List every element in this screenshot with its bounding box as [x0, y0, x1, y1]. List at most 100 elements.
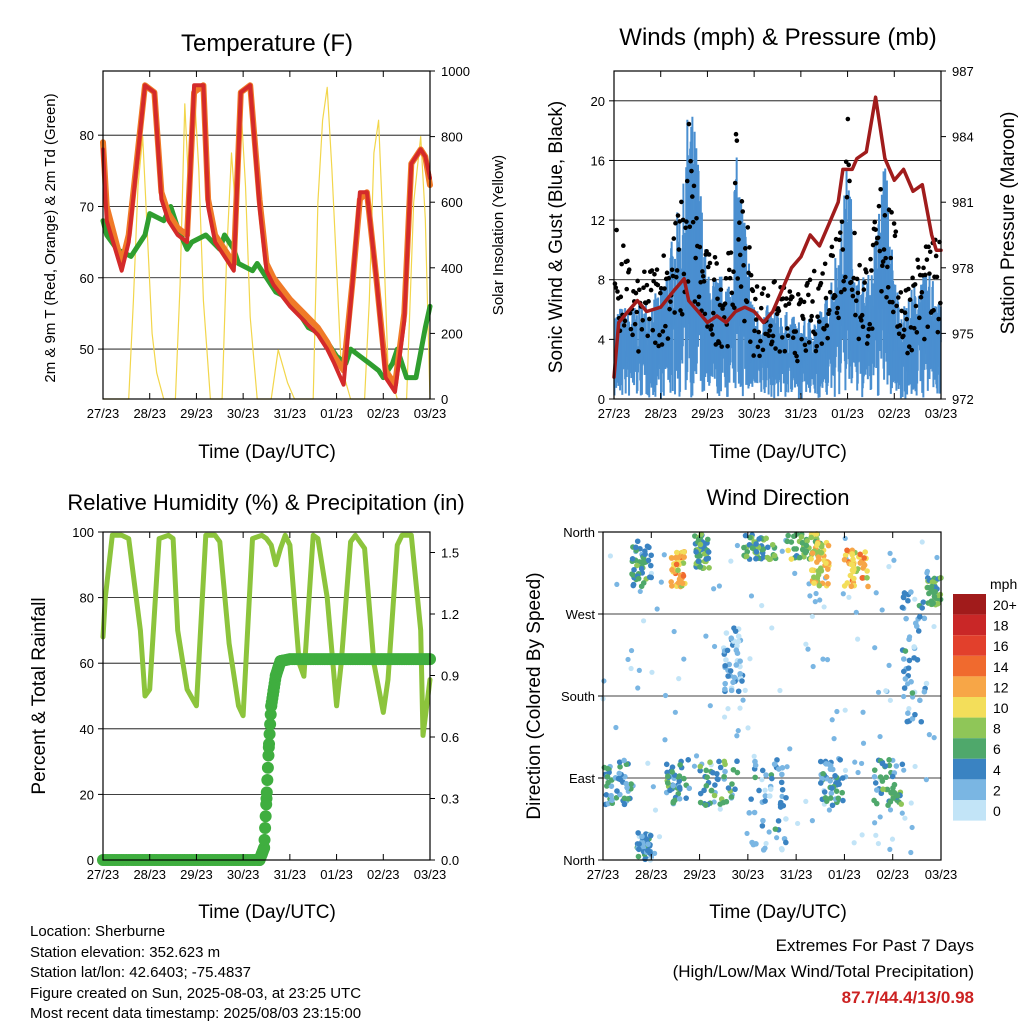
gust-point — [889, 210, 894, 215]
gust-point — [844, 194, 850, 200]
station-info: Location: Sherburne Station elevation: 3… — [30, 922, 361, 1025]
direction-point — [909, 690, 916, 696]
gust-point — [873, 227, 878, 232]
gust-point — [701, 279, 707, 284]
direction-point — [703, 633, 709, 639]
gust-point — [798, 297, 804, 303]
gust-point — [767, 328, 772, 333]
gust-point — [780, 296, 786, 301]
gust-point — [835, 305, 841, 311]
direction-panel: Wind Direction Direction (Colored By Spe… — [524, 485, 1017, 923]
gust-point — [679, 199, 684, 205]
direction-point — [858, 760, 865, 767]
direction-point — [635, 685, 641, 691]
direction-point — [642, 856, 648, 863]
direction-point — [848, 583, 855, 590]
direction-point — [829, 802, 836, 809]
direction-point — [722, 768, 728, 775]
gust-point — [843, 159, 849, 165]
gust-point — [790, 294, 795, 300]
direction-point — [647, 562, 654, 569]
gust-point — [840, 247, 846, 252]
direction-point — [824, 566, 831, 572]
direction-point — [636, 667, 642, 673]
direction-point — [737, 670, 743, 677]
direction-point — [857, 551, 863, 558]
direction-point — [676, 796, 683, 802]
direction-point — [905, 597, 911, 604]
y-tick-label: North — [563, 525, 595, 540]
direction-point — [637, 588, 643, 595]
direction-point — [638, 566, 645, 572]
gust-point — [836, 315, 841, 321]
direction-point — [821, 789, 828, 795]
gust-point — [689, 194, 695, 199]
direction-point — [771, 761, 778, 767]
gust-point — [865, 333, 871, 339]
direction-point — [628, 781, 634, 787]
direction-point — [839, 775, 846, 781]
speed-legend-swatch — [953, 717, 986, 739]
gust-point — [655, 282, 661, 288]
gust-point — [902, 310, 908, 316]
gust-point — [652, 340, 658, 346]
direction-point — [759, 767, 766, 774]
gust-point — [773, 346, 778, 351]
direction-point — [826, 807, 832, 813]
gust-point — [890, 309, 896, 315]
gust-point — [742, 246, 748, 251]
gust-point — [795, 292, 801, 297]
gust-point — [770, 333, 776, 339]
gust-point — [678, 308, 683, 313]
gust-point — [847, 178, 852, 184]
gust-point — [913, 303, 919, 309]
direction-point — [725, 673, 731, 679]
direction-point — [616, 759, 623, 765]
direction-point — [613, 795, 620, 801]
direction-point — [625, 796, 631, 802]
direction-point — [785, 532, 791, 539]
x-tick-label: 03/23 — [414, 406, 447, 421]
gust-point — [708, 327, 714, 332]
precip-point — [276, 654, 289, 667]
direction-point — [676, 676, 682, 682]
x-tick-label: 31/23 — [780, 867, 813, 882]
direction-point — [614, 581, 620, 588]
direction-point — [647, 832, 654, 839]
direction-point — [808, 556, 814, 562]
direction-point — [862, 549, 868, 555]
direction-point — [722, 662, 728, 669]
direction-point — [729, 781, 735, 787]
gust-point — [898, 290, 904, 295]
gust-point — [890, 299, 895, 305]
direction-point — [703, 767, 709, 774]
direction-point — [846, 594, 852, 600]
gust-point — [648, 287, 654, 293]
direction-point — [723, 798, 730, 805]
direction-point — [743, 553, 750, 560]
gust-point — [697, 244, 703, 250]
gust-point — [827, 289, 833, 295]
direction-point — [759, 823, 766, 829]
gust-point — [909, 347, 915, 353]
gust-point — [642, 269, 647, 275]
direction-point — [909, 715, 916, 722]
y-tick-label: 4 — [598, 332, 605, 347]
speed-legend-swatch — [953, 738, 986, 759]
direction-point — [900, 656, 907, 662]
direction-point — [840, 591, 846, 597]
gust-point — [760, 347, 766, 353]
gust-point — [878, 186, 883, 192]
direction-point — [706, 565, 712, 571]
gust-point — [838, 289, 844, 295]
gust-point — [756, 329, 762, 335]
direction-point — [901, 685, 908, 691]
gust-point — [859, 312, 865, 318]
gust-point — [727, 275, 733, 281]
gust-point — [723, 275, 729, 281]
gust-point — [830, 253, 836, 259]
gust-point — [785, 333, 791, 338]
direction-point — [734, 769, 741, 776]
direction-point — [890, 785, 896, 791]
